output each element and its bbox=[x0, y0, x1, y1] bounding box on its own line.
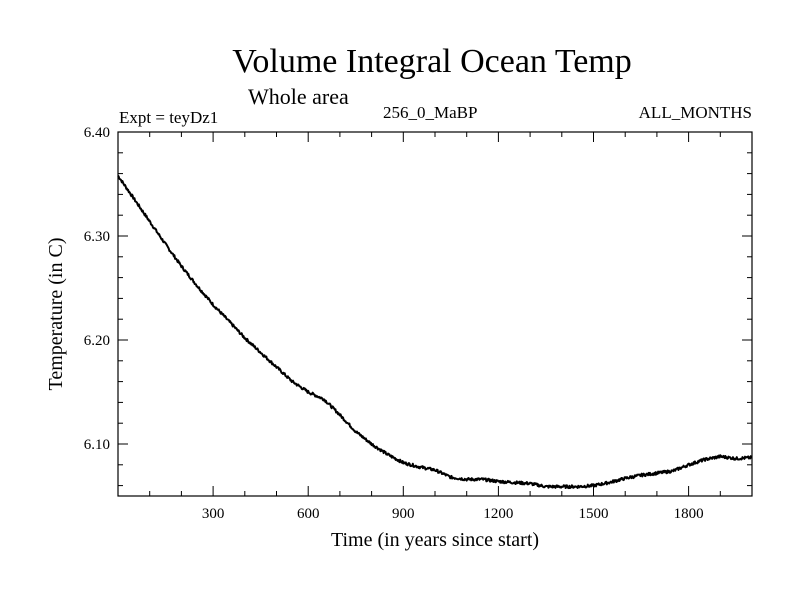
x-tick-label: 1800 bbox=[674, 506, 704, 522]
series-line bbox=[117, 175, 753, 490]
x-tick-label: 1500 bbox=[579, 506, 609, 522]
y-tick-label: 6.10 bbox=[84, 437, 110, 453]
months-label: ALL_MONTHS bbox=[639, 103, 752, 122]
y-axis-tick-labels: 6.10 6.20 6.30 6.40 bbox=[84, 125, 110, 453]
x-axis-label: Time (in years since start) bbox=[331, 529, 539, 551]
x-tick-label: 1200 bbox=[483, 506, 513, 522]
experiment-label: Expt = teyDz1 bbox=[119, 108, 218, 127]
x-axis-ticks bbox=[149, 132, 721, 496]
x-tick-label: 600 bbox=[297, 506, 320, 522]
x-tick-label: 900 bbox=[392, 506, 415, 522]
x-axis-tick-labels: 300 600 900 1200 1500 1800 bbox=[202, 506, 704, 522]
y-axis-ticks bbox=[118, 131, 752, 487]
chart-title: Volume Integral Ocean Temp bbox=[232, 43, 632, 80]
chart-subtitle: Whole area bbox=[248, 84, 349, 109]
x-tick-label: 300 bbox=[202, 506, 225, 522]
y-axis-label: Temperature (in C) bbox=[45, 238, 67, 391]
y-tick-label: 6.40 bbox=[84, 125, 110, 141]
y-tick-label: 6.30 bbox=[84, 229, 110, 245]
y-tick-label: 6.20 bbox=[84, 333, 110, 349]
plot-frame bbox=[117, 131, 753, 497]
period-label: 256_0_MaBP bbox=[383, 103, 477, 122]
